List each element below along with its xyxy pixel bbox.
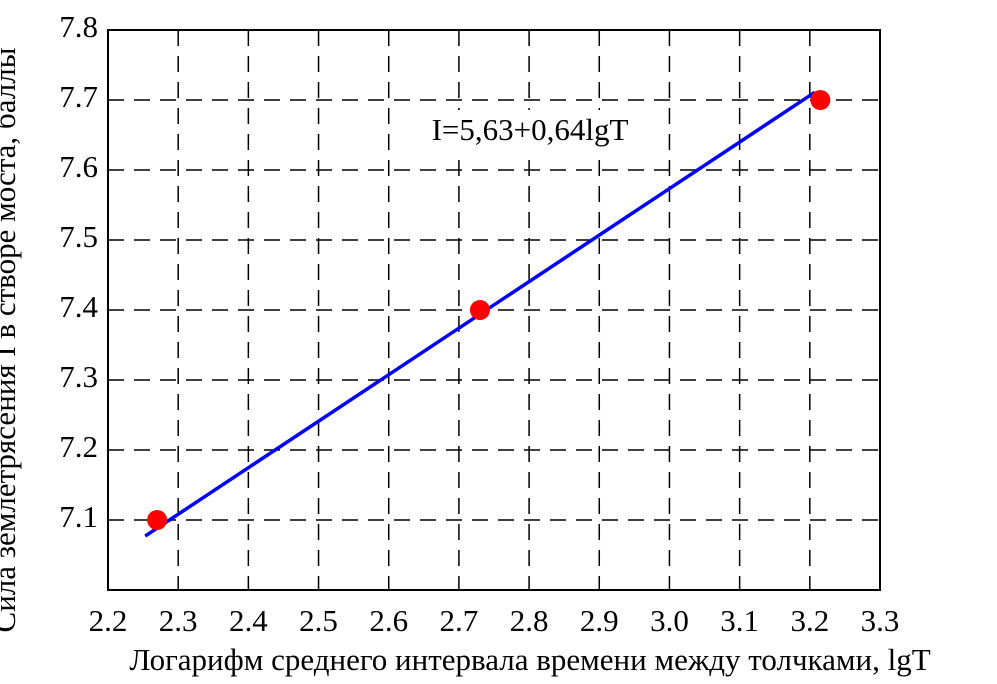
x-tick-label: 2.9 [580,603,619,638]
y-tick-label: 7.6 [59,149,98,184]
x-axis-label: Логарифм среднего интервала времени межд… [129,642,930,677]
y-tick-label: 7.4 [59,289,98,324]
x-tick-label: 3.2 [790,603,829,638]
x-tick-label: 2.5 [299,603,338,638]
data-point [810,90,831,110]
y-tick-label: 7.7 [59,79,98,114]
y-tick-label: 7.5 [59,219,98,254]
data-point [147,510,168,530]
y-tick-label: 7.8 [59,9,98,44]
x-tick-label: 3.1 [720,603,759,638]
data-point [469,300,490,320]
x-tick-label: 2.7 [440,603,479,638]
x-tick-label: 2.6 [369,603,408,638]
annotation-background [405,110,655,154]
x-tick-label: 2.4 [229,603,268,638]
y-tick-label: 7.3 [59,359,98,394]
y-tick-label: 7.2 [59,429,98,464]
x-tick-label: 2.2 [89,603,128,638]
x-tick-label: 3.0 [650,603,689,638]
x-tick-label: 2.8 [510,603,549,638]
x-tick-label: 2.3 [159,603,198,638]
y-axis-label: Сила землетрясения I в створе моста, бал… [0,47,22,632]
annotation: I=5,63+0,64lgT [432,112,629,147]
y-tick-label: 7.1 [59,499,98,534]
x-tick-label: 3.3 [861,603,900,638]
